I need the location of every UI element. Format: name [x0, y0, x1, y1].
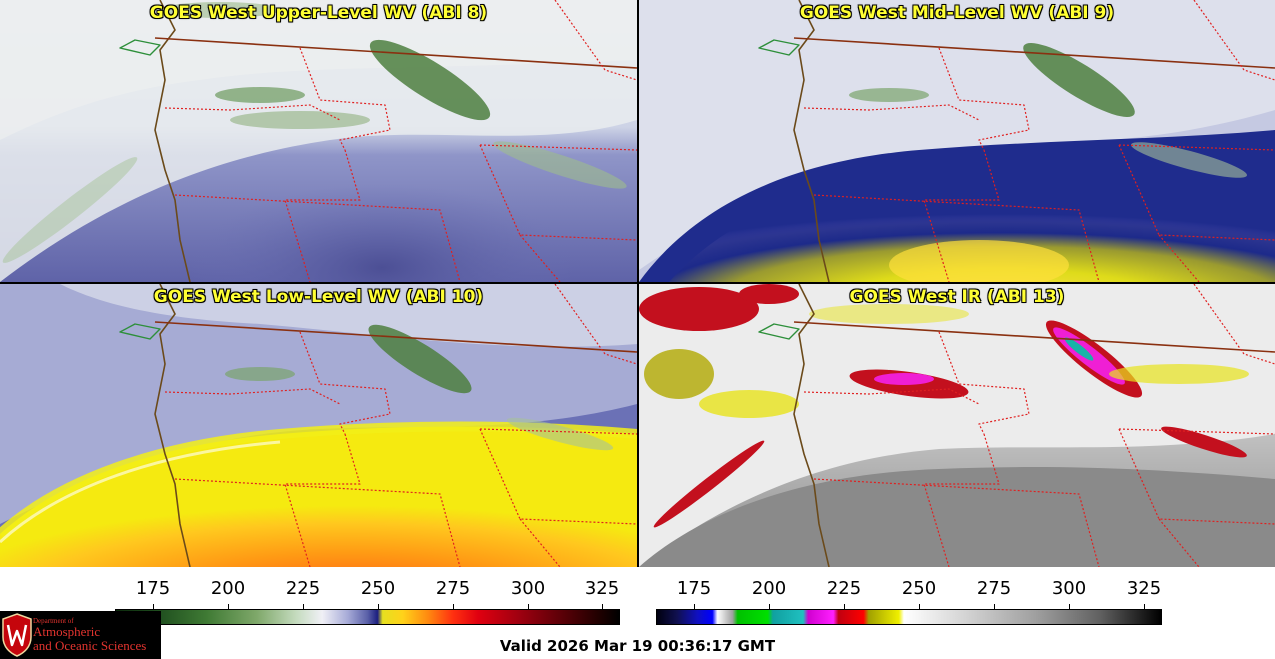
ir-image — [639, 284, 1275, 567]
wv-tick-mark — [453, 604, 454, 609]
mid-level-wv-image — [639, 0, 1275, 282]
low-level-wv-panel: GOES West Low-Level WV (ABI 10) — [0, 284, 637, 567]
panel-title-ir: GOES West IR (ABI 13) — [849, 287, 1065, 307]
panel-title-upper-level-wv: GOES West Upper-Level WV (ABI 8) — [149, 3, 488, 23]
valid-time-label: Valid 2026 Mar 19 00:36:17 GMT — [499, 637, 776, 655]
wv-tick-mark — [303, 604, 304, 609]
wv-tick-label: 225 — [285, 578, 321, 599]
colorbar-area: 175 200 225 250 275 300 325 175 200 225 … — [0, 567, 1275, 659]
ir-tick-mark — [994, 604, 995, 609]
uw-crest-icon — [2, 613, 32, 657]
wv-tick-label: 275 — [435, 578, 471, 599]
ir-tick-label: 300 — [1051, 578, 1087, 599]
logo-line-2: Atmospheric — [33, 624, 101, 639]
upper-level-wv-image — [0, 0, 637, 282]
ir-tick-mark — [919, 604, 920, 609]
ir-tick-mark — [769, 604, 770, 609]
ir-tick-label: 225 — [826, 578, 862, 599]
ir-panel: GOES West IR (ABI 13) — [639, 284, 1275, 567]
ir-tick-label: 200 — [751, 578, 787, 599]
logo-line-1: Department of — [33, 617, 74, 625]
ir-tick-mark — [844, 604, 845, 609]
low-level-wv-image — [0, 284, 637, 567]
panel-title-mid-level-wv: GOES West Mid-Level WV (ABI 9) — [799, 3, 1115, 23]
ir-tick-label: 175 — [676, 578, 712, 599]
wv-tick-label: 250 — [360, 578, 396, 599]
upper-level-wv-panel: GOES West Upper-Level WV (ABI 8) — [0, 0, 637, 282]
wv-tick-mark — [228, 604, 229, 609]
ir-tick-mark — [1069, 604, 1070, 609]
mid-level-wv-panel: GOES West Mid-Level WV (ABI 9) — [639, 0, 1275, 282]
aos-logo: Department of Atmospheric and Oceanic Sc… — [0, 611, 161, 659]
wv-colorbar — [115, 609, 620, 625]
wv-tick-label: 300 — [510, 578, 546, 599]
ir-colorbar — [656, 609, 1162, 625]
ir-tick-mark — [1144, 604, 1145, 609]
wv-tick-mark — [378, 604, 379, 609]
wv-tick-label: 200 — [210, 578, 246, 599]
wv-tick-mark — [153, 604, 154, 609]
wv-tick-label: 325 — [584, 578, 620, 599]
wv-tick-mark — [602, 604, 603, 609]
wv-tick-label: 175 — [135, 578, 171, 599]
logo-line-3: and Oceanic Sciences — [33, 638, 147, 653]
ir-tick-mark — [694, 604, 695, 609]
ir-tick-label: 250 — [901, 578, 937, 599]
ir-tick-label: 275 — [976, 578, 1012, 599]
panel-title-low-level-wv: GOES West Low-Level WV (ABI 10) — [153, 287, 484, 307]
ir-tick-label: 325 — [1126, 578, 1162, 599]
panel-divider-horizontal — [0, 282, 1275, 284]
wv-tick-mark — [528, 604, 529, 609]
